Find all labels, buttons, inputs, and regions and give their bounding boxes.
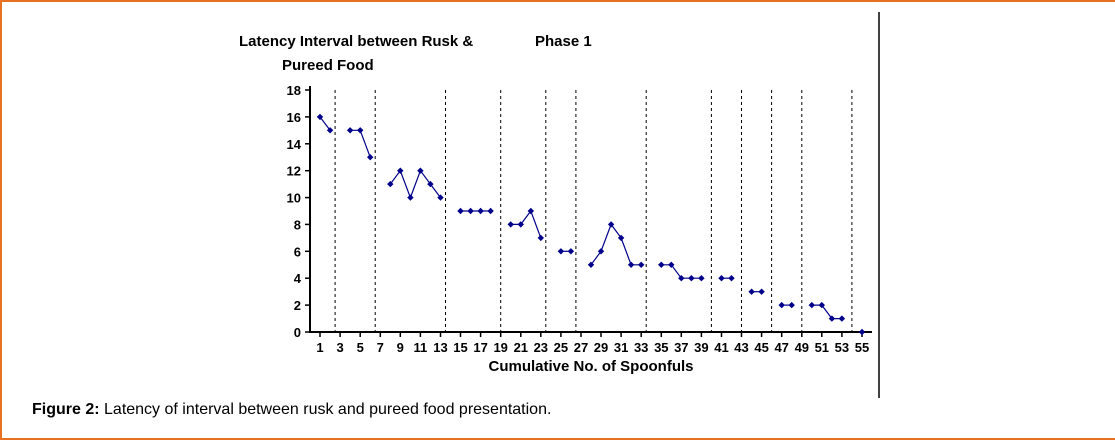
data-point-marker	[698, 275, 705, 282]
data-point-marker	[427, 180, 434, 188]
data-point-marker	[527, 207, 534, 215]
data-point-marker	[457, 207, 464, 215]
chart-y-axis-title: Latency Interval between Rusk & Pureed F…	[239, 30, 473, 78]
x-tick-label: 35	[654, 340, 668, 355]
y-tick-label: 0	[294, 325, 301, 340]
y-tick-label: 18	[287, 83, 301, 98]
x-tick-label: 3	[336, 340, 343, 355]
x-tick-label: 27	[574, 340, 588, 355]
y-tick-label: 2	[294, 298, 301, 313]
x-tick-label: 1	[316, 340, 323, 355]
data-point-marker	[728, 275, 735, 282]
x-tick-label: 5	[357, 340, 364, 355]
phase-annotation: Phase 1	[535, 33, 592, 50]
x-tick-label: 43	[734, 340, 748, 355]
latency-series-line	[811, 304, 842, 320]
x-tick-label: 11	[414, 340, 428, 355]
data-point-marker	[367, 154, 374, 161]
y-tick-label: 10	[287, 191, 301, 206]
data-point-marker	[407, 194, 414, 201]
x-tick-label: 19	[493, 340, 507, 355]
x-tick-label: 53	[835, 340, 849, 355]
data-point-marker	[397, 167, 404, 174]
data-point-marker	[758, 288, 765, 295]
data-point-marker	[346, 127, 354, 134]
data-point-marker	[607, 221, 615, 228]
data-point-marker	[748, 288, 755, 295]
y-tick-label: 4	[294, 271, 302, 286]
data-point-marker	[326, 127, 334, 134]
data-point-marker	[778, 301, 785, 309]
x-tick-label: 7	[377, 340, 384, 355]
data-point-marker	[387, 180, 394, 188]
figure-caption-label: Figure 2:	[32, 401, 100, 418]
data-point-marker	[818, 301, 825, 309]
data-point-marker	[718, 275, 725, 282]
data-point-marker	[587, 261, 595, 268]
x-tick-label: 45	[754, 340, 768, 355]
data-point-marker	[477, 207, 484, 215]
x-tick-label: 55	[855, 340, 869, 355]
data-point-marker	[537, 234, 544, 242]
data-point-marker	[437, 194, 444, 201]
data-point-marker	[507, 221, 514, 228]
x-tick-label: 49	[795, 340, 809, 355]
figure-caption-text: Latency of interval between rusk and pur…	[104, 401, 552, 418]
data-point-marker	[638, 261, 645, 268]
x-tick-label: 9	[397, 340, 404, 355]
data-point-marker	[417, 167, 424, 174]
y-tick-label: 8	[294, 217, 301, 232]
x-tick-label: 33	[634, 340, 648, 355]
data-point-marker	[597, 248, 605, 255]
data-point-marker	[567, 248, 575, 255]
data-point-marker	[467, 207, 474, 215]
chart-y-axis-title-line2: Pureed Food	[282, 57, 374, 74]
data-point-marker	[858, 328, 866, 336]
figure-caption: Figure 2: Latency of interval between ru…	[32, 401, 551, 419]
x-tick-label: 13	[433, 340, 447, 355]
data-point-marker	[617, 234, 625, 242]
data-point-marker	[627, 261, 635, 268]
data-point-marker	[678, 275, 685, 282]
x-tick-label: 47	[774, 340, 788, 355]
x-axis-title: Cumulative No. of Spoonfuls	[488, 358, 694, 375]
chart-y-axis-title-line1: Latency Interval between Rusk &	[239, 33, 474, 50]
data-point-marker	[487, 207, 494, 215]
x-tick-label: 39	[694, 340, 708, 355]
latency-series-line	[389, 169, 441, 200]
x-tick-label: 37	[674, 340, 688, 355]
x-tick-label: 21	[514, 340, 528, 355]
data-point-marker	[828, 315, 836, 322]
data-point-marker	[557, 248, 565, 255]
x-tick-label: 15	[453, 340, 467, 355]
data-point-marker	[658, 261, 665, 268]
latency-series-line	[319, 116, 331, 131]
data-point-marker	[668, 261, 675, 268]
x-tick-label: 31	[614, 340, 628, 355]
latency-series-line	[510, 209, 542, 239]
x-tick-label: 25	[554, 340, 568, 355]
y-tick-label: 14	[287, 137, 302, 152]
x-tick-label: 51	[815, 340, 829, 355]
x-tick-label: 29	[594, 340, 608, 355]
data-point-marker	[788, 301, 795, 309]
y-tick-label: 6	[294, 244, 301, 259]
data-point-marker	[688, 275, 695, 282]
data-point-marker	[316, 113, 324, 121]
x-tick-label: 41	[714, 340, 728, 355]
y-tick-label: 16	[287, 110, 301, 125]
data-point-marker	[838, 315, 846, 322]
data-point-marker	[517, 221, 524, 228]
latency-series-line	[590, 223, 642, 266]
data-point-marker	[808, 301, 815, 309]
data-point-marker	[357, 127, 364, 134]
latency-series-line	[350, 129, 371, 158]
x-tick-label: 17	[473, 340, 487, 355]
y-tick-label: 12	[287, 164, 301, 179]
x-tick-label: 23	[534, 340, 548, 355]
